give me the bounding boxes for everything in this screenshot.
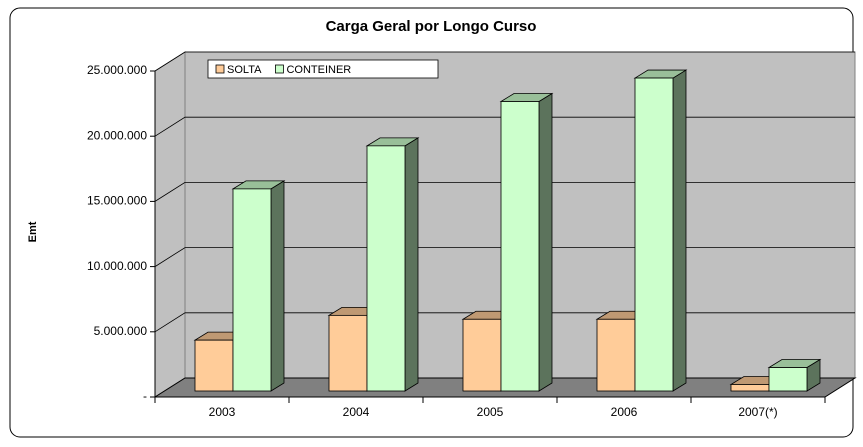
bar <box>366 145 406 392</box>
side-wall <box>154 51 186 398</box>
y-tick-label: 10.000.000 <box>87 259 147 273</box>
y-tick-label: 15.000.000 <box>87 194 147 208</box>
x-tick-label: 2005 <box>477 405 504 419</box>
y-tick-label: 25.000.000 <box>87 63 147 77</box>
x-tick-label: 2007(*) <box>738 405 777 419</box>
legend-label: SOLTA <box>227 64 262 76</box>
bar <box>328 314 368 392</box>
x-tick-label: 2003 <box>209 405 236 419</box>
grid-line <box>154 51 855 72</box>
grid-line <box>154 247 855 267</box>
bar-side <box>672 69 687 392</box>
bar <box>634 77 674 392</box>
legend-swatch <box>275 64 284 74</box>
bar <box>462 318 502 392</box>
grid-line <box>154 181 855 202</box>
grid-line <box>154 116 855 137</box>
chart-title: Carga Geral por Longo Curso <box>326 18 537 35</box>
x-tick-label: 2006 <box>611 405 638 419</box>
y-tick-label: 20.000.000 <box>87 128 147 142</box>
bar-side <box>270 180 285 392</box>
y-axis-label: Emt <box>27 221 39 242</box>
bar <box>500 101 540 392</box>
legend-swatch <box>215 64 225 74</box>
bar <box>596 318 636 392</box>
y-tick-label: 5.000.000 <box>94 324 148 338</box>
bar-side <box>404 137 419 392</box>
bar <box>730 384 770 392</box>
x-tick-label: 2004 <box>343 405 370 419</box>
bar-side <box>538 92 553 392</box>
bar <box>194 339 234 392</box>
bar <box>232 188 272 392</box>
y-tick-label: - <box>143 389 147 403</box>
bar <box>768 367 808 392</box>
legend-box <box>207 59 439 79</box>
legend-label: CONTEINER <box>286 64 351 76</box>
